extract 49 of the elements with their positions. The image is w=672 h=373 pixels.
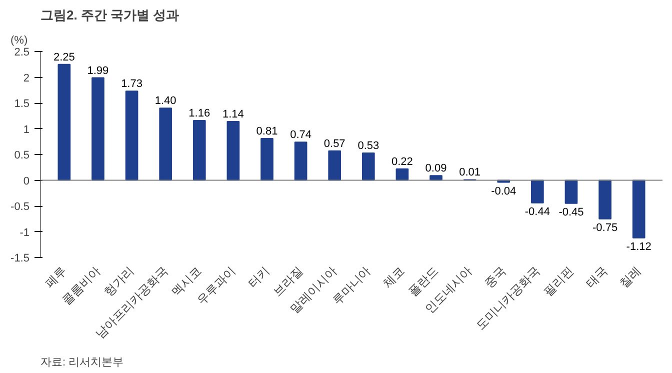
chart-title: 그림2. 주간 국가별 성과 bbox=[40, 8, 180, 22]
data-label: 0.81 bbox=[256, 126, 278, 138]
data-label: 1.14 bbox=[222, 108, 244, 121]
data-label: -0.75 bbox=[592, 222, 618, 234]
data-label: 0.09 bbox=[425, 162, 447, 175]
y-tick-label: -0.5 bbox=[10, 201, 30, 213]
data-label: 0.74 bbox=[290, 129, 312, 142]
y-tick-label: -1.5 bbox=[10, 252, 30, 264]
data-label: 0.53 bbox=[358, 140, 380, 152]
data-label: 2.25 bbox=[53, 51, 75, 64]
data-label: 1.99 bbox=[87, 64, 109, 77]
x-tick-label: 터키 bbox=[245, 264, 272, 290]
bar bbox=[192, 120, 206, 181]
y-tick-label: 0 bbox=[23, 175, 30, 188]
bar bbox=[531, 180, 544, 204]
y-tick-label: 2 bbox=[23, 72, 30, 84]
bar bbox=[362, 152, 375, 181]
bar bbox=[159, 108, 172, 181]
y-axis-title: (%) bbox=[10, 34, 28, 46]
y-tick-label: 1.5 bbox=[14, 98, 30, 110]
x-tick-label: 칠레 bbox=[616, 264, 644, 290]
bar bbox=[294, 142, 308, 181]
data-label: 0.22 bbox=[392, 156, 413, 168]
bar bbox=[226, 121, 240, 181]
y-tick-label: 2.5 bbox=[14, 46, 30, 58]
y-tick-label: 0.5 bbox=[14, 150, 30, 162]
bar bbox=[598, 180, 612, 220]
data-label: -0.04 bbox=[491, 185, 516, 198]
bar bbox=[328, 150, 342, 181]
text: 자료: 리서치본부 bbox=[40, 356, 124, 368]
data-label: 0.01 bbox=[459, 166, 481, 179]
bar bbox=[396, 168, 409, 181]
y-tick-label: -1 bbox=[20, 226, 30, 239]
x-tick-label: 태국 bbox=[583, 264, 610, 290]
data-label: 0.57 bbox=[324, 138, 346, 150]
bar bbox=[564, 180, 578, 204]
bar bbox=[58, 64, 71, 181]
data-label: 1.73 bbox=[121, 78, 142, 90]
data-label: -1.12 bbox=[626, 240, 652, 253]
bar bbox=[125, 90, 138, 181]
data-label: 1.16 bbox=[188, 108, 210, 120]
y-tick-label: 1 bbox=[23, 124, 30, 136]
data-label: -0.44 bbox=[524, 206, 550, 218]
bar bbox=[260, 138, 274, 181]
data-label: -0.45 bbox=[558, 206, 584, 218]
data-label: 1.40 bbox=[154, 95, 176, 108]
x-tick-label: 체코 bbox=[380, 264, 408, 290]
bar bbox=[632, 180, 646, 238]
bar bbox=[92, 77, 104, 181]
